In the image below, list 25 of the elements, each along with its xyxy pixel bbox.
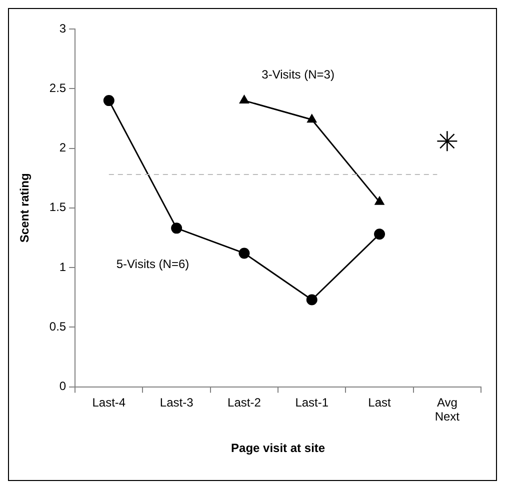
x-tick-label: Last-1 <box>295 395 329 410</box>
x-tick-label: Last-2 <box>228 395 262 410</box>
point <box>307 114 317 123</box>
y-tick-label: 0 <box>59 379 66 394</box>
series-label: 5-Visits (N=6) <box>116 257 190 272</box>
y-tick-label: 2.5 <box>49 80 66 95</box>
x-tick-label: Last <box>368 395 392 410</box>
x-tick-label: Last-4 <box>92 395 126 410</box>
y-tick-label: 2 <box>59 140 66 155</box>
point <box>239 95 250 104</box>
y-tick-label: 1.5 <box>49 200 66 214</box>
point <box>171 222 182 234</box>
y-tick-label: 1 <box>59 260 66 274</box>
point <box>103 95 114 106</box>
y-tick-label: 0.5 <box>49 319 66 334</box>
x-tick-label: Avg Next <box>434 395 460 424</box>
point <box>238 248 250 259</box>
x-axis-title: Page visit at site <box>231 441 326 456</box>
x-tick-label: Last-3 <box>160 395 194 410</box>
y-axis-title: Scent rating <box>18 173 32 243</box>
y-tick-label: 3 <box>59 21 66 36</box>
point <box>306 294 318 306</box>
point <box>374 228 386 240</box>
series-label: 3-Visits (N=3) <box>262 68 334 82</box>
point <box>374 196 384 205</box>
